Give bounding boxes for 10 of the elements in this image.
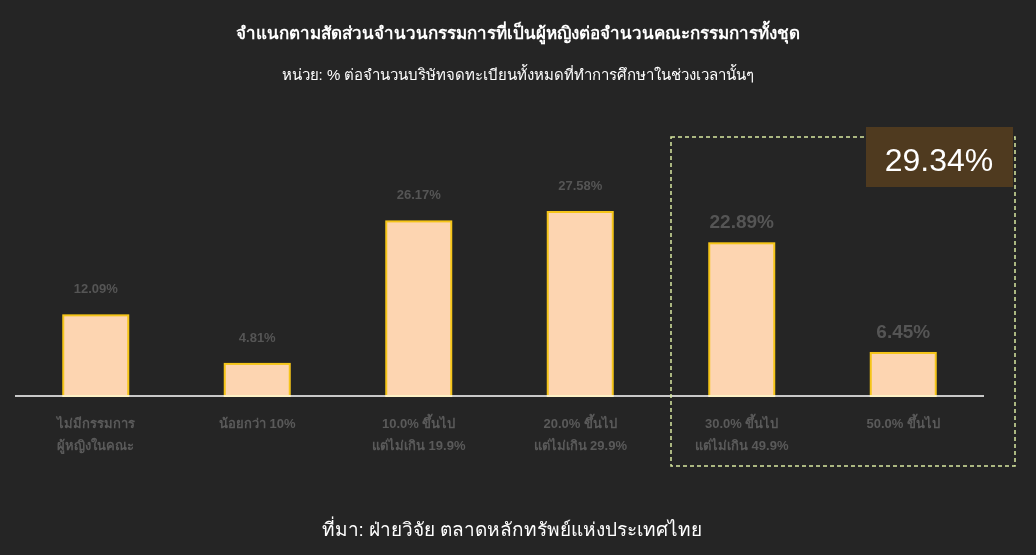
text: ที่มา: ฝ่ายวิจัย ตลาดหลักทรัพย์แห่งประเทศไทย (321, 516, 703, 540)
chart-subtitle: หน่วย: % ต่อจำนวนบริษัทจดทะเบียนทั้งหมดที่ทำการศึกษาในช่วงเวลานั้นๆ (281, 64, 755, 83)
bar (869, 351, 937, 397)
chart-title: จำแนกตามสัดส่วนจำนวนกรรมการที่เป็นผู้หญิงต่อจำนวนคณะกรรมการทั้งชุด (236, 20, 800, 45)
text: 29.34% (884, 142, 994, 178)
bar (546, 211, 614, 397)
bar (223, 362, 291, 397)
bar (385, 220, 453, 397)
bar (708, 242, 776, 397)
bar (62, 314, 130, 397)
